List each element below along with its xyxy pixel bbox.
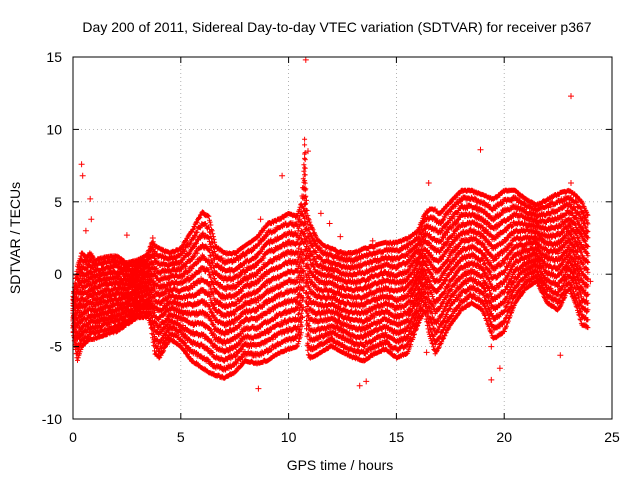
data-point (100, 262, 106, 268)
data-point (83, 311, 89, 317)
chart-title: Day 200 of 2011, Sidereal Day-to-day VTE… (82, 19, 591, 35)
data-point (77, 349, 83, 355)
data-point (75, 355, 81, 361)
data-points (70, 56, 594, 392)
data-point (80, 338, 86, 343)
data-point (78, 347, 84, 352)
data-point (75, 357, 80, 363)
data-point (89, 253, 95, 259)
data-point (86, 320, 92, 326)
data-point (111, 265, 117, 271)
